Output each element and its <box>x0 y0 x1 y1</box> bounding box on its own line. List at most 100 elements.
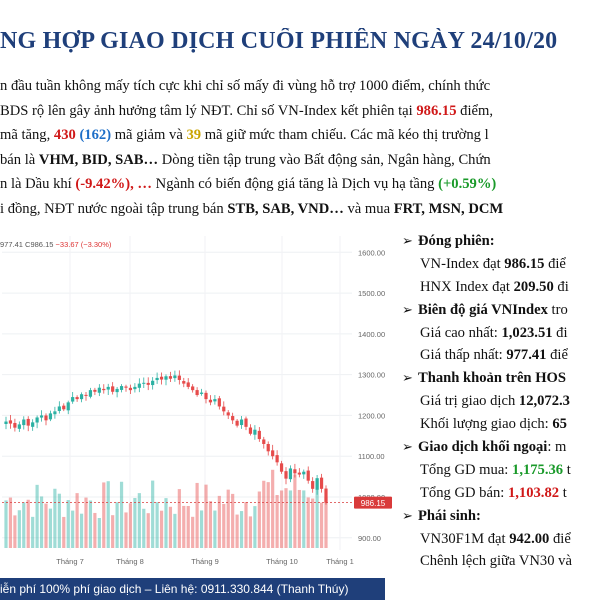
y-tick-label: 1100.00 <box>358 452 385 461</box>
drag-tickers: VHM, BID, SAB… <box>38 151 159 168</box>
volume-bar <box>275 495 279 548</box>
x-tick-label: Tháng 9 <box>191 557 219 566</box>
section-title: Biên độ giá VNIndex <box>418 301 548 318</box>
volume-bar <box>213 510 217 548</box>
section-title: Thanh khoản trên HOS <box>418 370 567 387</box>
candle-body <box>53 411 57 415</box>
volume-bar <box>151 480 155 548</box>
volume-bar <box>124 512 128 548</box>
candle-body <box>137 383 141 388</box>
volume-bar <box>271 469 275 548</box>
row-label: VN-Index đạt <box>420 255 505 272</box>
volume-bar <box>204 484 208 548</box>
row-value: 65 <box>552 416 567 433</box>
volume-bar <box>284 488 288 548</box>
row-value: 977.41 <box>506 347 547 364</box>
candle-body <box>311 481 315 489</box>
volume-bar <box>97 517 101 548</box>
candle-body <box>266 443 270 452</box>
chart-header: 977.41 C986.15 −33.67 (−3.30%) <box>0 240 111 249</box>
candle-body <box>115 388 119 393</box>
candle-body <box>199 392 204 394</box>
volume-bar <box>84 497 88 548</box>
intro-text: điểm, <box>456 102 493 119</box>
x-tick-label: Tháng 8 <box>116 557 144 566</box>
candle-body <box>217 398 221 407</box>
candle-body <box>186 382 190 387</box>
arrow-bullet-icon: ➢ <box>402 234 413 249</box>
volume-bar <box>13 515 17 548</box>
row-value: 12,072.3 <box>518 393 570 410</box>
row-value: 986.15 <box>504 255 545 272</box>
summary-row: VN-Index đạt 986.15 điể <box>398 253 600 276</box>
candle-body <box>231 416 235 421</box>
candle-body <box>315 478 319 490</box>
intro-line: n đầu tuần không mấy tích cực khi chỉ số… <box>0 74 600 99</box>
candle-body <box>97 387 101 393</box>
row-unit: điể <box>546 347 568 364</box>
volume-bar <box>155 502 159 548</box>
row-unit: đi <box>553 278 569 295</box>
volume-bar <box>71 510 75 548</box>
section-derivatives: ➢ Phái sinh: <box>398 505 600 528</box>
volume-bar <box>266 482 270 548</box>
volume-bar <box>191 516 195 548</box>
candle-body <box>84 394 88 396</box>
intro-text: BDS rộ lên gây ảnh hưởng tâm lý NĐT. Chỉ… <box>0 102 417 119</box>
summary-row: Chênh lệch giữa VN30 và <box>398 550 600 573</box>
y-tick-label: 1400.00 <box>358 330 385 339</box>
row-label: Chênh lệch giữa VN30 và <box>420 553 572 570</box>
volume-bar <box>279 490 284 548</box>
candle-body <box>182 381 186 384</box>
volume-bar <box>208 501 213 548</box>
section-foreign-trading: ➢ Giao dịch khối ngoại: m <box>398 436 600 459</box>
volume-bar <box>79 513 84 548</box>
row-unit: điể <box>549 530 571 547</box>
volume-bar <box>324 497 328 548</box>
volume-bar <box>62 516 66 548</box>
volume-bar <box>102 482 106 548</box>
volume-bar <box>66 500 70 548</box>
candle-body <box>213 399 217 402</box>
intro-line: i đồng, NĐT nước ngoài tập trung bán STB… <box>0 197 600 222</box>
volume-bar <box>75 493 79 548</box>
candle-body <box>208 399 213 403</box>
price-tag-label: 986.15 <box>361 499 386 508</box>
volume-bar <box>222 503 226 548</box>
volume-bar <box>226 489 230 548</box>
summary-row: Giá thấp nhất: 977.41 điể <box>398 344 600 367</box>
row-label: Khối lượng giao dịch: <box>420 416 553 433</box>
section-price-range: ➢ Biên độ giá VNIndex tro <box>398 299 600 322</box>
section-closing: ➢ Đóng phiên: <box>398 230 600 253</box>
volume-bar <box>88 500 93 548</box>
summary-row: Khối lượng giao dịch: 65 <box>398 413 600 436</box>
unchanged-count: 39 <box>186 127 202 143</box>
volume-bar <box>31 516 35 548</box>
intro-text: mã giảm và <box>111 127 187 143</box>
volume-bar <box>248 516 253 548</box>
vnindex-close-value: 986.15 <box>416 102 457 119</box>
volume-bar <box>244 501 248 548</box>
intro-paragraph: n đầu tuần không mấy tích cực khi chỉ số… <box>0 74 600 221</box>
floor-count: (162) <box>75 127 112 143</box>
candle-body <box>142 382 146 384</box>
volume-bar <box>217 495 221 548</box>
section-title-suffix: tro <box>547 301 568 318</box>
volume-bar <box>115 502 119 548</box>
vnindex-candlestick-chart[interactable]: 1600.00 1500.00 1400.00 1300.00 1200.00 1100.… <box>0 232 395 577</box>
volume-bar <box>48 508 53 548</box>
volume-bar <box>119 481 124 548</box>
volume-bar <box>173 513 177 548</box>
section-title: Giao dịch khối ngoại <box>418 439 548 456</box>
candle-body <box>48 413 53 420</box>
candle-body <box>88 390 93 397</box>
volume-bar <box>199 510 204 548</box>
summary-row: Tổng GD bán: 1,103.82 t <box>398 482 600 505</box>
candle-body <box>124 386 128 388</box>
candle-body <box>262 439 266 444</box>
foreign-sell-value: 1,103.82 <box>507 484 560 501</box>
candle-body <box>239 419 244 426</box>
volume-bar <box>111 515 115 548</box>
candle-body <box>8 420 13 424</box>
candle-body <box>75 397 79 400</box>
